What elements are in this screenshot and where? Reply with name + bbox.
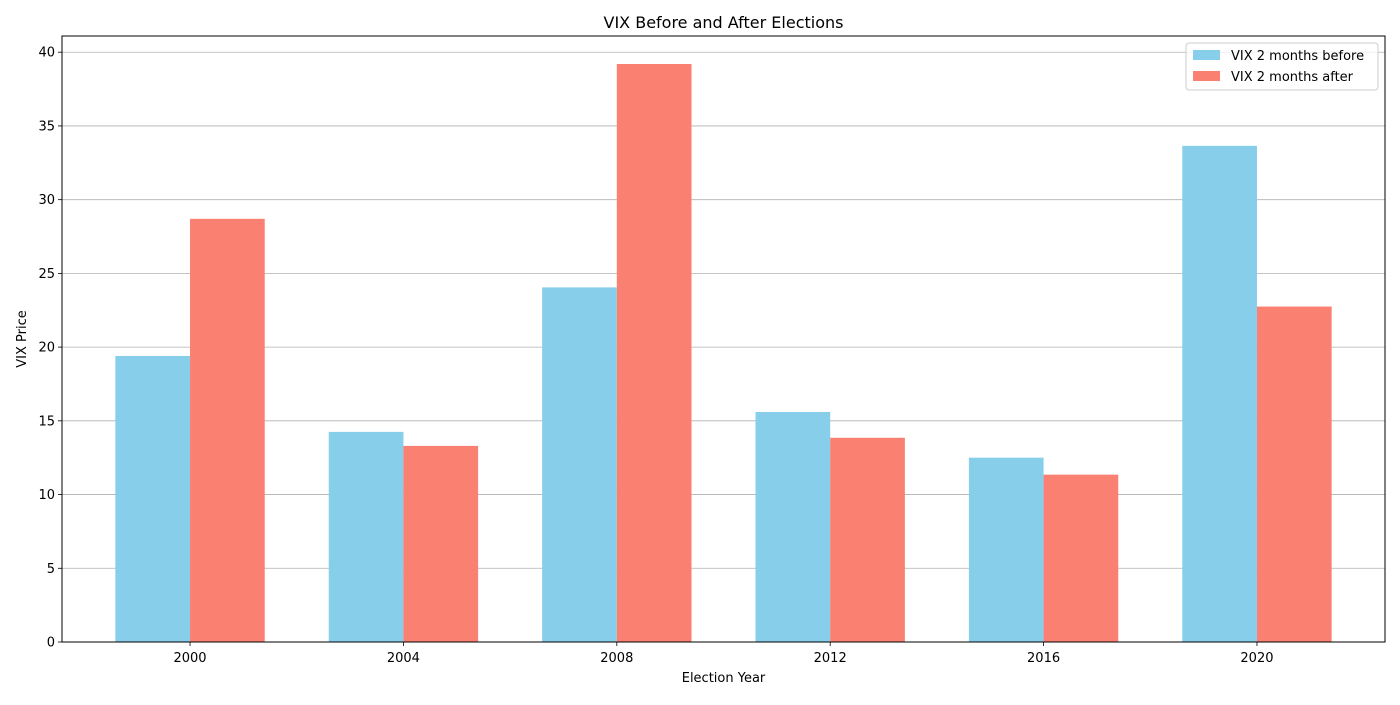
- legend-swatch-before: [1193, 50, 1220, 60]
- gridlines: [62, 51, 1385, 643]
- bar-after: [1256, 306, 1332, 642]
- axes: [61, 35, 1386, 643]
- y-tick-label: 20: [38, 341, 55, 356]
- bar-after: [1043, 474, 1119, 642]
- y-tick-label: 30: [38, 193, 55, 208]
- bar-before: [542, 287, 617, 642]
- plot-frame: [61, 35, 1386, 643]
- y-tick-label: 15: [38, 414, 55, 429]
- y-tick-label: 5: [47, 562, 55, 577]
- bars: [115, 64, 1332, 643]
- legend: VIX 2 months before VIX 2 months after: [1185, 42, 1379, 91]
- bar-before: [755, 411, 831, 642]
- bar-after: [830, 437, 905, 642]
- x-tick-label: 2020: [1240, 651, 1273, 666]
- y-tick-label: 0: [47, 636, 55, 651]
- y-tick-label: 40: [38, 46, 55, 61]
- legend-swatch-after: [1193, 71, 1220, 81]
- bar-before: [328, 431, 404, 642]
- legend-label-before: VIX 2 months before: [1231, 49, 1364, 64]
- bar-before: [968, 457, 1044, 642]
- y-tick-label: 35: [38, 119, 55, 134]
- x-tick-label: 2008: [600, 651, 633, 666]
- y-tick-label: 25: [38, 267, 55, 282]
- legend-box: [1185, 42, 1379, 91]
- bar-before: [1182, 145, 1257, 642]
- x-axis-label: Election Year: [682, 671, 766, 686]
- x-tick-label: 2000: [173, 651, 206, 666]
- ticks: 0 5 10 15 20 25 30 35 40 2000 2004 2008 2012 2016 2020: [38, 46, 1273, 666]
- y-axis-label: VIX Price: [15, 310, 30, 367]
- x-tick-label: 2004: [387, 651, 420, 666]
- x-tick-label: 2012: [814, 651, 847, 666]
- bar-before: [115, 355, 191, 642]
- bar-after: [616, 64, 692, 643]
- bar-after: [403, 445, 479, 642]
- x-tick-label: 2016: [1027, 651, 1060, 666]
- y-tick-label: 10: [38, 488, 55, 503]
- chart-title: VIX Before and After Elections: [604, 13, 844, 32]
- bar-after: [190, 218, 265, 642]
- legend-label-after: VIX 2 months after: [1231, 70, 1354, 85]
